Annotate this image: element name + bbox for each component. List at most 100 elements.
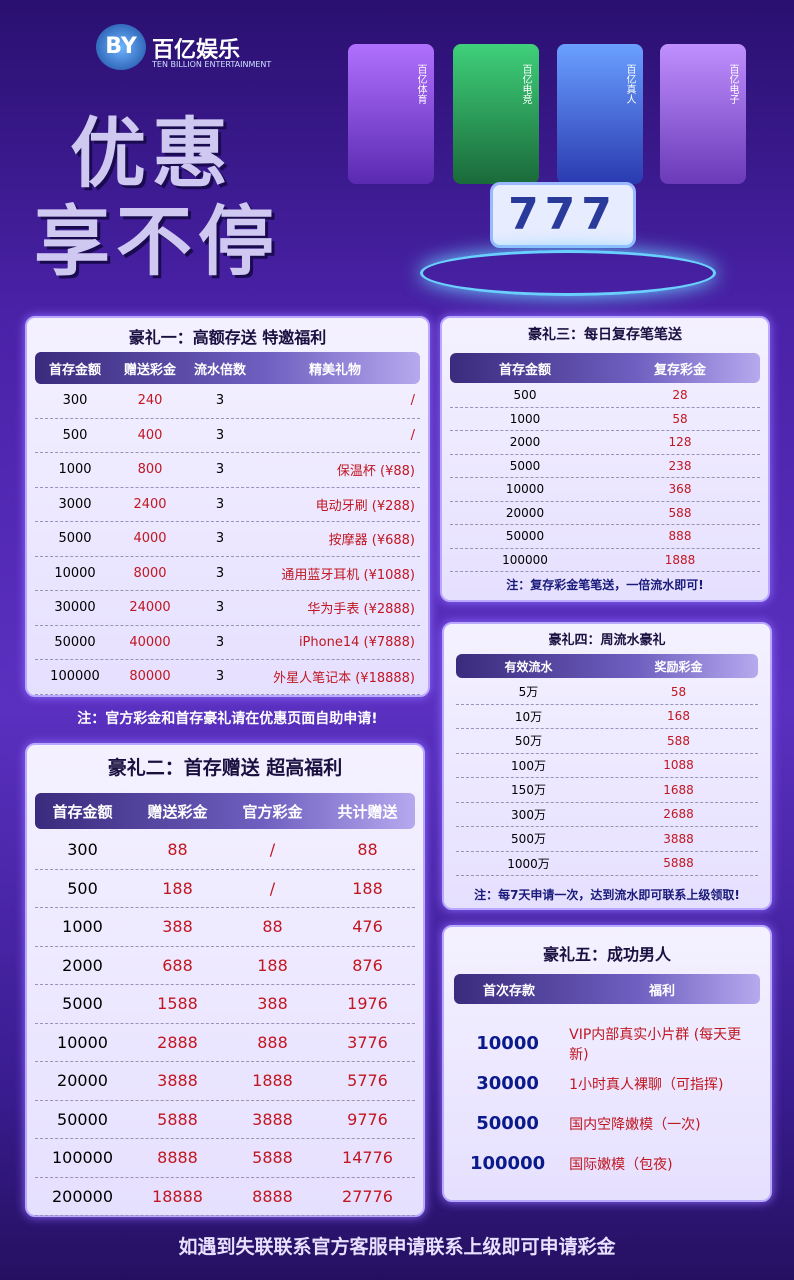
table-cell: 3888: [157, 1071, 198, 1091]
table-cell: 188: [257, 955, 288, 975]
table-cell: 40000: [129, 634, 171, 650]
table-cell: 500: [513, 388, 537, 403]
table-row: 100万 1088: [456, 754, 758, 778]
table-cell: 3: [215, 600, 225, 616]
table-row: 1000 388 88 476: [35, 908, 415, 947]
stage: [420, 250, 716, 296]
table-cell: 4000: [133, 531, 167, 547]
table-cell: 按摩器 (¥688): [328, 533, 415, 549]
brand-en: TEN BILLION ENTERTAINMENT: [152, 60, 272, 69]
table-cell: 3: [215, 565, 225, 581]
table-cell: 10万: [514, 709, 543, 724]
table-row: 50000 国内空降嫩模（一次): [454, 1104, 760, 1143]
table-cell: 3888: [252, 1109, 293, 1129]
table-cell: 500万: [511, 832, 546, 847]
table-cell: 1小时真人裸聊（可指挥): [569, 1076, 724, 1093]
header-cell: 首存金额: [498, 362, 551, 378]
table-cell: 50万: [514, 734, 543, 749]
table-row: 50000 40000 3 iPhone14 (¥7888): [35, 626, 420, 660]
table-row: 150万 1688: [456, 778, 758, 803]
table-cell: /: [410, 393, 415, 409]
slogan: 优惠: [70, 109, 234, 198]
table-cell: 100000: [502, 552, 548, 567]
table-row: 500 188 / 188: [35, 870, 415, 908]
header-bar: 首次存款 福利: [454, 974, 760, 1004]
table-cell: 24000: [129, 600, 171, 616]
table-cell: 通用蓝牙耳机 (¥1088): [281, 567, 415, 583]
header-cell: 官方彩金: [242, 802, 303, 821]
table-cell: 5万: [518, 685, 539, 700]
table-row: 1000 800 3 保温杯 (¥88): [35, 453, 420, 488]
table-cell: 100000: [50, 669, 100, 685]
slogan: 享不停: [34, 197, 280, 286]
table-row: 5000 1588 388 1976: [35, 985, 415, 1024]
gift2-panel: 豪礼二：首存赠送 超高福利 首存金额 赠送彩金 官方彩金 共计赠送 300 88 / 88 500…: [25, 743, 425, 1217]
table-cell: /: [269, 840, 276, 860]
table-cell: 58: [670, 684, 687, 699]
table-cell: 3: [215, 496, 225, 512]
table-row: 100000 80000 3 外星人笔记本 (¥18888): [35, 660, 420, 695]
table-cell: 2688: [663, 807, 694, 822]
table-cell: 3000: [58, 496, 92, 512]
table-cell: 500: [67, 878, 98, 898]
table-cell: 1888: [252, 1071, 293, 1091]
table-cell: 1888: [664, 552, 696, 567]
table-cell: 5888: [663, 856, 694, 871]
table-cell: 188: [162, 878, 193, 898]
table-cell: 5888: [252, 1148, 293, 1168]
table-row: 20000 3888 1888 5776: [35, 1062, 415, 1101]
tab: 百亿电子: [660, 44, 746, 184]
table-row: 50000 888: [450, 525, 760, 549]
table-cell: 华为手表 (¥2888): [307, 602, 415, 618]
table-cell: 388: [257, 994, 288, 1014]
table-cell: 5776: [347, 1071, 388, 1091]
table-cell: 88: [167, 840, 188, 860]
note: 注：复存彩金笔笔送，一倍流水即可!: [506, 578, 704, 592]
table-cell: 2888: [157, 1032, 198, 1052]
table-cell: 588: [667, 733, 690, 748]
table-row: 1000万 5888: [456, 852, 758, 876]
table-cell: 1588: [157, 994, 198, 1014]
table-cell: 14776: [342, 1148, 393, 1168]
table-row: 10000 368: [450, 478, 760, 502]
header-cell: 流水倍数: [193, 362, 246, 378]
table-cell: 3: [215, 427, 225, 443]
header-cell: 复存彩金: [653, 362, 706, 378]
header-bar: 首存金额 赠送彩金 流水倍数 精美礼物: [35, 352, 420, 384]
table-cell: 27776: [342, 1186, 393, 1206]
table-row: 500万 3888: [456, 827, 758, 852]
gift1-panel: 豪礼一：高额存送 特邀福利 首存金额 赠送彩金 流水倍数 精美礼物 300 240 3/500…: [25, 316, 430, 697]
table-cell: 168: [667, 709, 690, 724]
table-row: 5000 238: [450, 455, 760, 478]
table-cell: 2400: [133, 496, 167, 512]
table-cell: 国际嫩模（包夜): [569, 1156, 673, 1173]
table-cell: 888: [257, 1032, 288, 1052]
header-bar: 有效流水 奖励彩金: [456, 654, 758, 678]
table-row: 300 88 / 88: [35, 831, 415, 870]
table-cell: 128: [668, 435, 692, 450]
table-cell: 80000: [129, 669, 171, 685]
gift5-panel: 豪礼五：成功男人 首次存款 福利 10000 VIP内部真实小片群 (每天更新) 3000…: [442, 925, 772, 1202]
table-cell: 5888: [157, 1109, 198, 1129]
table-cell: 368: [668, 482, 692, 497]
header-cell: 首存金额: [52, 802, 113, 821]
table-row: 100000 8888 5888 14776: [35, 1139, 415, 1178]
panel-title: 豪礼四：周流水豪礼: [548, 633, 666, 648]
header-cell: 福利: [648, 983, 675, 999]
table-cell: 20000: [505, 505, 545, 520]
table-cell: 3: [215, 669, 225, 685]
table-cell: 50000: [54, 634, 96, 650]
table-cell: 5000: [62, 994, 103, 1014]
logo: BY: [96, 24, 146, 70]
header-cell: 赠送彩金: [123, 362, 176, 378]
table-cell: 8888: [252, 1186, 293, 1206]
table-cell: 28: [672, 388, 688, 403]
table-cell: 476: [352, 917, 383, 937]
table-cell: 2000: [509, 435, 541, 450]
table-cell: 688: [162, 955, 193, 975]
table-cell: 50000: [505, 529, 545, 544]
slot: 777: [490, 182, 636, 248]
table-row: 300万 2688: [456, 803, 758, 827]
table-cell: 3: [215, 393, 225, 409]
